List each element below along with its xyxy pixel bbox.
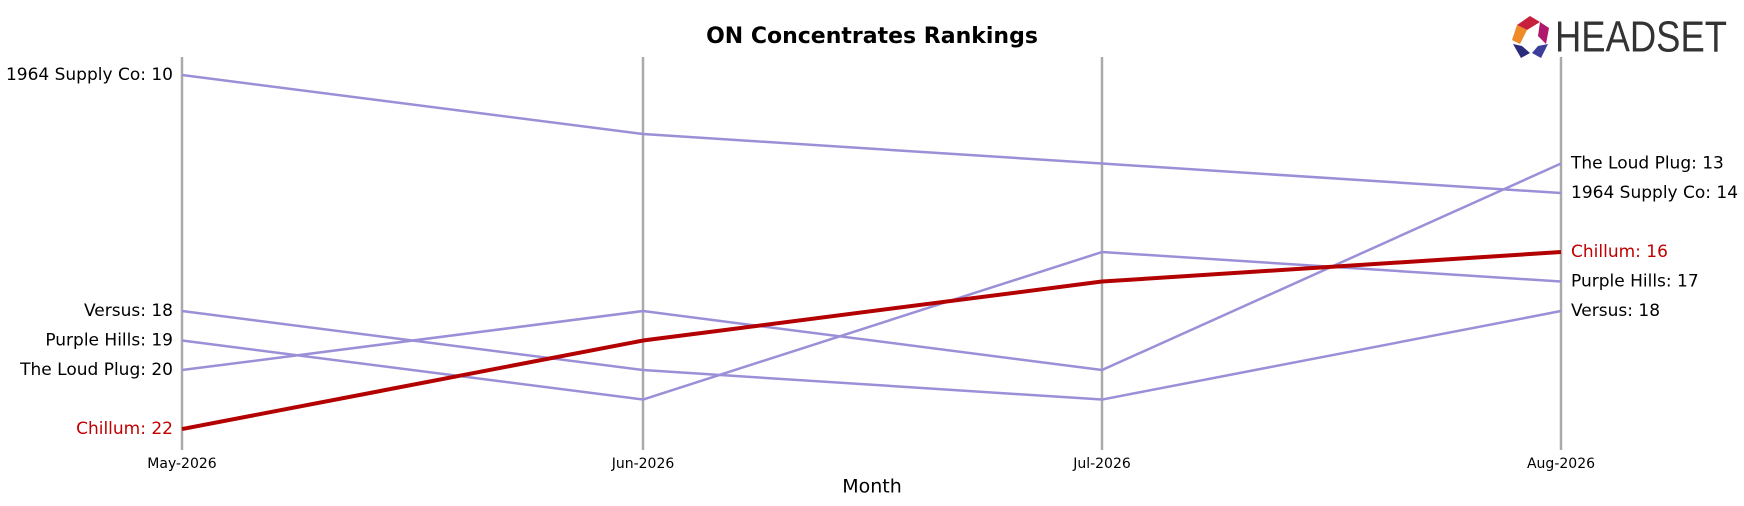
x-tick-label: May-2026 xyxy=(147,456,216,472)
data-label: 1964 Supply Co: 10 xyxy=(6,65,173,85)
data-label: Chillum: 16 xyxy=(1571,242,1668,262)
data-label: 1964 Supply Co: 14 xyxy=(1571,183,1738,203)
data-label: Versus: 18 xyxy=(1571,301,1660,321)
logo: HEADSET xyxy=(1512,13,1727,62)
data-label: Purple Hills: 17 xyxy=(1571,272,1699,292)
logo-segment xyxy=(1532,44,1548,58)
x-tick-label: Jul-2026 xyxy=(1072,456,1131,472)
logo-segment xyxy=(1513,44,1530,58)
series-line xyxy=(181,250,1562,401)
data-label: Chillum: 22 xyxy=(76,419,173,439)
data-label: The Loud Plug: 13 xyxy=(1570,154,1724,174)
series-line xyxy=(181,250,1562,432)
x-axis-label: Month xyxy=(842,476,902,498)
chart-title: ON Concentrates Rankings xyxy=(706,24,1038,49)
data-label: Purple Hills: 19 xyxy=(45,331,173,351)
x-tick-label: Jun-2026 xyxy=(611,456,675,472)
logo-segment xyxy=(1538,22,1549,44)
data-label: The Loud Plug: 20 xyxy=(19,360,173,380)
logo-segment xyxy=(1517,16,1540,30)
series-line xyxy=(181,309,1562,401)
x-tick-label: Aug-2026 xyxy=(1527,456,1595,472)
data-label: Versus: 18 xyxy=(84,301,173,321)
logo-segment xyxy=(1512,25,1527,44)
logo-text: HEADSET xyxy=(1555,13,1727,62)
series-line xyxy=(181,73,1562,195)
